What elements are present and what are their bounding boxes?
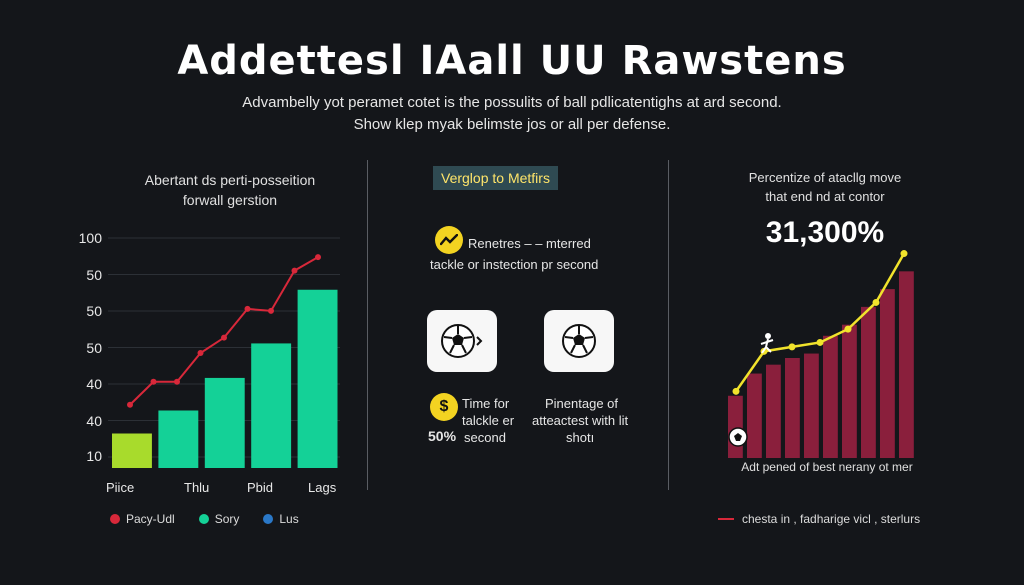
middle-header-label: Verglop to Metfirs (433, 166, 558, 190)
player-body (760, 338, 774, 354)
line-point (315, 254, 321, 261)
right-big-value: 31,300% (765, 216, 885, 249)
middle-item-2-line-1: Time for (462, 396, 510, 411)
line-point (127, 401, 133, 408)
left-legend: Pacy-Udl Sory Lus (110, 512, 299, 526)
bar (251, 343, 292, 468)
y-tick-label: 100 (78, 230, 102, 246)
right-title-line-2: that end nd at contor (765, 189, 885, 204)
line-point (291, 267, 298, 274)
y-tick-label: 50 (86, 340, 102, 356)
soccer-ball-icon (441, 324, 483, 358)
middle-item-2-line-2: talckle er (462, 413, 515, 428)
bar (842, 324, 857, 458)
y-tick-label: 10 (86, 448, 102, 464)
middle-item-1-line-2: tackle or instection pr second (430, 257, 599, 272)
left-title-line-1: Abertant ds perti-posseition (144, 172, 316, 188)
y-tick-label: 40 (86, 413, 102, 429)
page-subtitle: Advambelly yot peramet cotet is the poss… (0, 92, 1024, 136)
line-point (244, 305, 251, 312)
bar (158, 410, 199, 468)
line-point (816, 338, 824, 346)
line-point (872, 298, 880, 306)
y-tick-label: 50 (86, 303, 102, 319)
ball-patch (734, 433, 742, 441)
bar (785, 358, 800, 458)
bar (880, 289, 895, 458)
bar (112, 433, 152, 468)
legend-label: Pacy-Udl (126, 512, 175, 526)
subtitle-line-1: Advambelly yot peramet cotet is the poss… (242, 94, 782, 111)
line-point (174, 378, 180, 385)
legend-swatch-red (110, 514, 120, 524)
soccer-ball-box-1 (427, 310, 497, 372)
dollar-badge-icon: $ (430, 393, 458, 421)
legend-label: Sory (214, 512, 240, 526)
soccer-ball-icon (728, 427, 748, 447)
line-point (221, 334, 227, 341)
legend-label: Lus (279, 512, 299, 526)
right-chart-title: Percentize of atacllg move that end nd a… (720, 168, 930, 206)
divider-right (668, 160, 669, 490)
subtitle-line-2: Show klep myak belimste jos or all per d… (353, 116, 671, 133)
right-legend-label: chesta in , fadharige vicl , sterlurs (742, 512, 921, 526)
middle-item-1-line-1: Renetres – – mterred (468, 236, 591, 251)
bar (899, 271, 914, 458)
bar (823, 335, 838, 458)
right-chart-caption: Adt pened of best nerany ot mer (741, 460, 913, 474)
line-point (788, 343, 796, 351)
line-point (844, 325, 852, 333)
line-point (197, 350, 204, 356)
right-chart-icons (728, 333, 774, 447)
divider-left (367, 160, 368, 490)
middle-item-2-suffix: second (464, 430, 506, 445)
line-point (900, 250, 908, 258)
series-line (734, 252, 906, 393)
legend-swatch-green (198, 514, 209, 524)
soccer-ball-icon (562, 324, 596, 358)
bar (861, 306, 876, 458)
soccer-ball-box-2 (544, 310, 614, 372)
y-tick-label: 50 (86, 267, 102, 283)
bar (728, 395, 743, 458)
x-tick-label: Pbid (247, 480, 274, 495)
middle-item-3-line-3: shotı (566, 430, 595, 445)
bar (804, 353, 819, 458)
middle-item-2-value: 50% (428, 428, 457, 444)
x-tick-label: Piice (106, 480, 135, 495)
bar (297, 289, 338, 468)
left-chart-bars (112, 289, 338, 468)
y-tick-label: 40 (86, 376, 102, 392)
left-title-line-2: forwall gerstion (182, 192, 278, 208)
right-chart-bars (728, 271, 914, 458)
x-tick-label: Thlu (184, 480, 210, 495)
middle-item-3-line-1: Pinentage of (545, 396, 619, 411)
player-head (765, 333, 771, 339)
line-point (732, 387, 740, 395)
line-point (268, 307, 274, 314)
middle-item-3-line-2: atteactest with lit (532, 413, 629, 428)
bar (747, 373, 762, 458)
bar (766, 364, 781, 458)
right-legend: chesta in , fadharige vicl , sterlurs (718, 512, 920, 526)
x-tick-label: Lags (308, 480, 337, 495)
player-icon (760, 333, 774, 354)
left-chart-line (127, 254, 321, 408)
legend-swatch-blue (263, 514, 274, 524)
page-title: Addettesl IAall UU Rawstens (177, 38, 847, 84)
right-title-line-1: Percentize of atacllg move (748, 170, 902, 185)
legend-line-swatch (718, 518, 734, 520)
left-chart-title: Abertant ds perti-posseition forwall ger… (80, 170, 380, 210)
line-point (150, 378, 157, 385)
bar (204, 377, 245, 468)
trend-badge-icon (435, 226, 463, 254)
